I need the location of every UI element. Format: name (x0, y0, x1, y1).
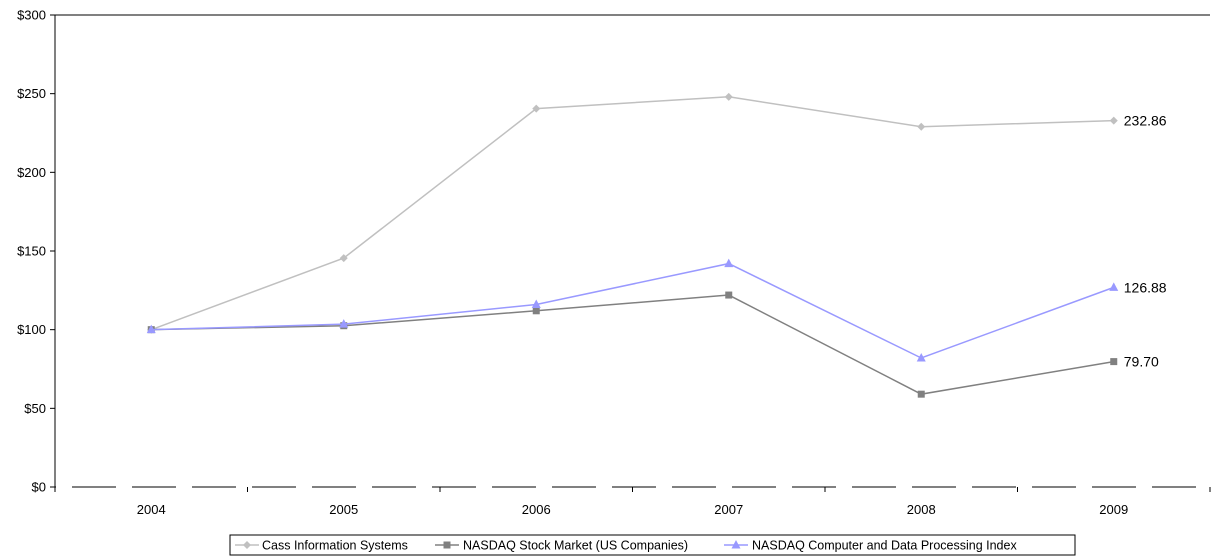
legend: Cass Information Systems NASDAQ Stock Mar… (229, 534, 1076, 556)
y-tick-label: $300 (17, 8, 46, 23)
data-point (725, 291, 733, 299)
x-axis-ticks: 2004 2005 2006 2007 2008 2009 (54, 487, 1211, 517)
series-line (151, 294, 1114, 395)
legend-item: NASDAQ Stock Market (US Companies) (435, 539, 688, 553)
data-point (532, 104, 541, 113)
data-point (1109, 282, 1119, 291)
series-line (150, 96, 1114, 331)
x-tick-label: 2006 (522, 502, 551, 517)
legend-label: NASDAQ Stock Market (US Companies) (463, 539, 688, 553)
data-label: 79.70 (1124, 354, 1159, 370)
x-tick-label: 2009 (1099, 502, 1128, 517)
data-point (532, 307, 540, 315)
data-point (916, 352, 926, 362)
y-tick-label: $150 (17, 244, 46, 259)
data-point (724, 92, 733, 101)
legend-marker (243, 541, 251, 549)
axes (54, 14, 1210, 488)
series-2 (147, 291, 1118, 398)
series-line (151, 262, 1115, 359)
data-point (146, 324, 156, 334)
data-point (531, 299, 541, 308)
x-tick-label: 2004 (137, 502, 166, 517)
series-3 (146, 258, 1119, 362)
y-tick-label: $0 (32, 480, 46, 495)
series-1 (147, 92, 1118, 334)
data-point (724, 258, 734, 268)
legend-marker (443, 541, 451, 549)
data-point (917, 390, 925, 398)
data-point (339, 319, 349, 328)
data-label: 126.88 (1124, 279, 1167, 295)
data-point (917, 122, 926, 131)
data-point (1110, 358, 1118, 366)
series-group (146, 92, 1119, 398)
legend-label: Cass Information Systems (262, 539, 408, 553)
y-tick-label: $250 (17, 86, 46, 101)
x-tick-label: 2007 (714, 502, 743, 517)
data-point (1109, 116, 1118, 125)
legend-item: NASDAQ Computer and Data Processing Inde… (724, 539, 1017, 553)
y-tick-label: $50 (24, 401, 46, 416)
data-label: 232.86 (1124, 113, 1167, 129)
x-tick-label: 2008 (907, 502, 936, 517)
legend-marker (731, 540, 741, 549)
legend-box (229, 534, 1076, 556)
data-point (339, 254, 348, 263)
legend-label: NASDAQ Computer and Data Processing Inde… (752, 539, 1017, 553)
y-axis-ticks: $0 $50 $100 $150 $200 $250 $300 (17, 8, 55, 495)
x-tick-label: 2005 (329, 502, 358, 517)
y-tick-label: $100 (17, 322, 46, 337)
y-tick-label: $200 (17, 165, 46, 180)
data-labels: 232.86 79.70 126.88 (1124, 113, 1167, 370)
legend-item: Cass Information Systems (235, 539, 408, 553)
